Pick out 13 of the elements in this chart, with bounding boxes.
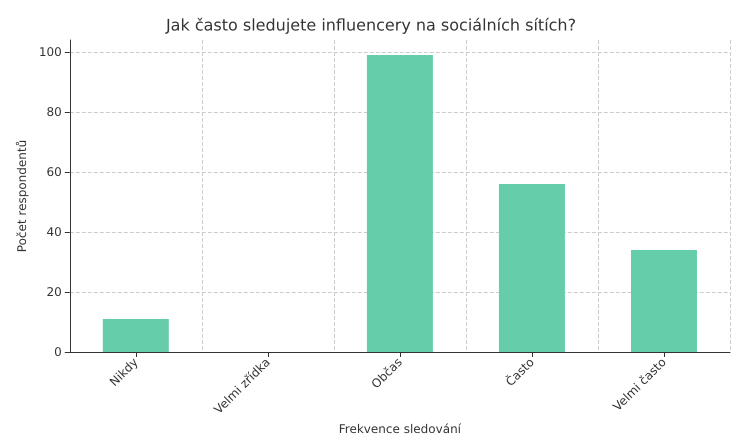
bar <box>102 319 169 352</box>
y-tick-label: 20 <box>46 285 62 300</box>
chart-title: Jak často sledujete influencery na sociálních sítích? <box>164 16 576 34</box>
y-tick-label: 80 <box>46 105 62 120</box>
y-tick-label: 40 <box>46 225 62 240</box>
bar <box>630 250 697 352</box>
y-axis-title: Počet respondentů <box>15 140 29 252</box>
y-tick-label: 0 <box>54 345 62 360</box>
y-tick-label: 60 <box>46 165 62 180</box>
x-axis-title: Frekvence sledování <box>338 422 462 436</box>
y-tick-label: 100 <box>38 45 62 59</box>
bar <box>498 184 565 352</box>
bar <box>366 55 433 352</box>
